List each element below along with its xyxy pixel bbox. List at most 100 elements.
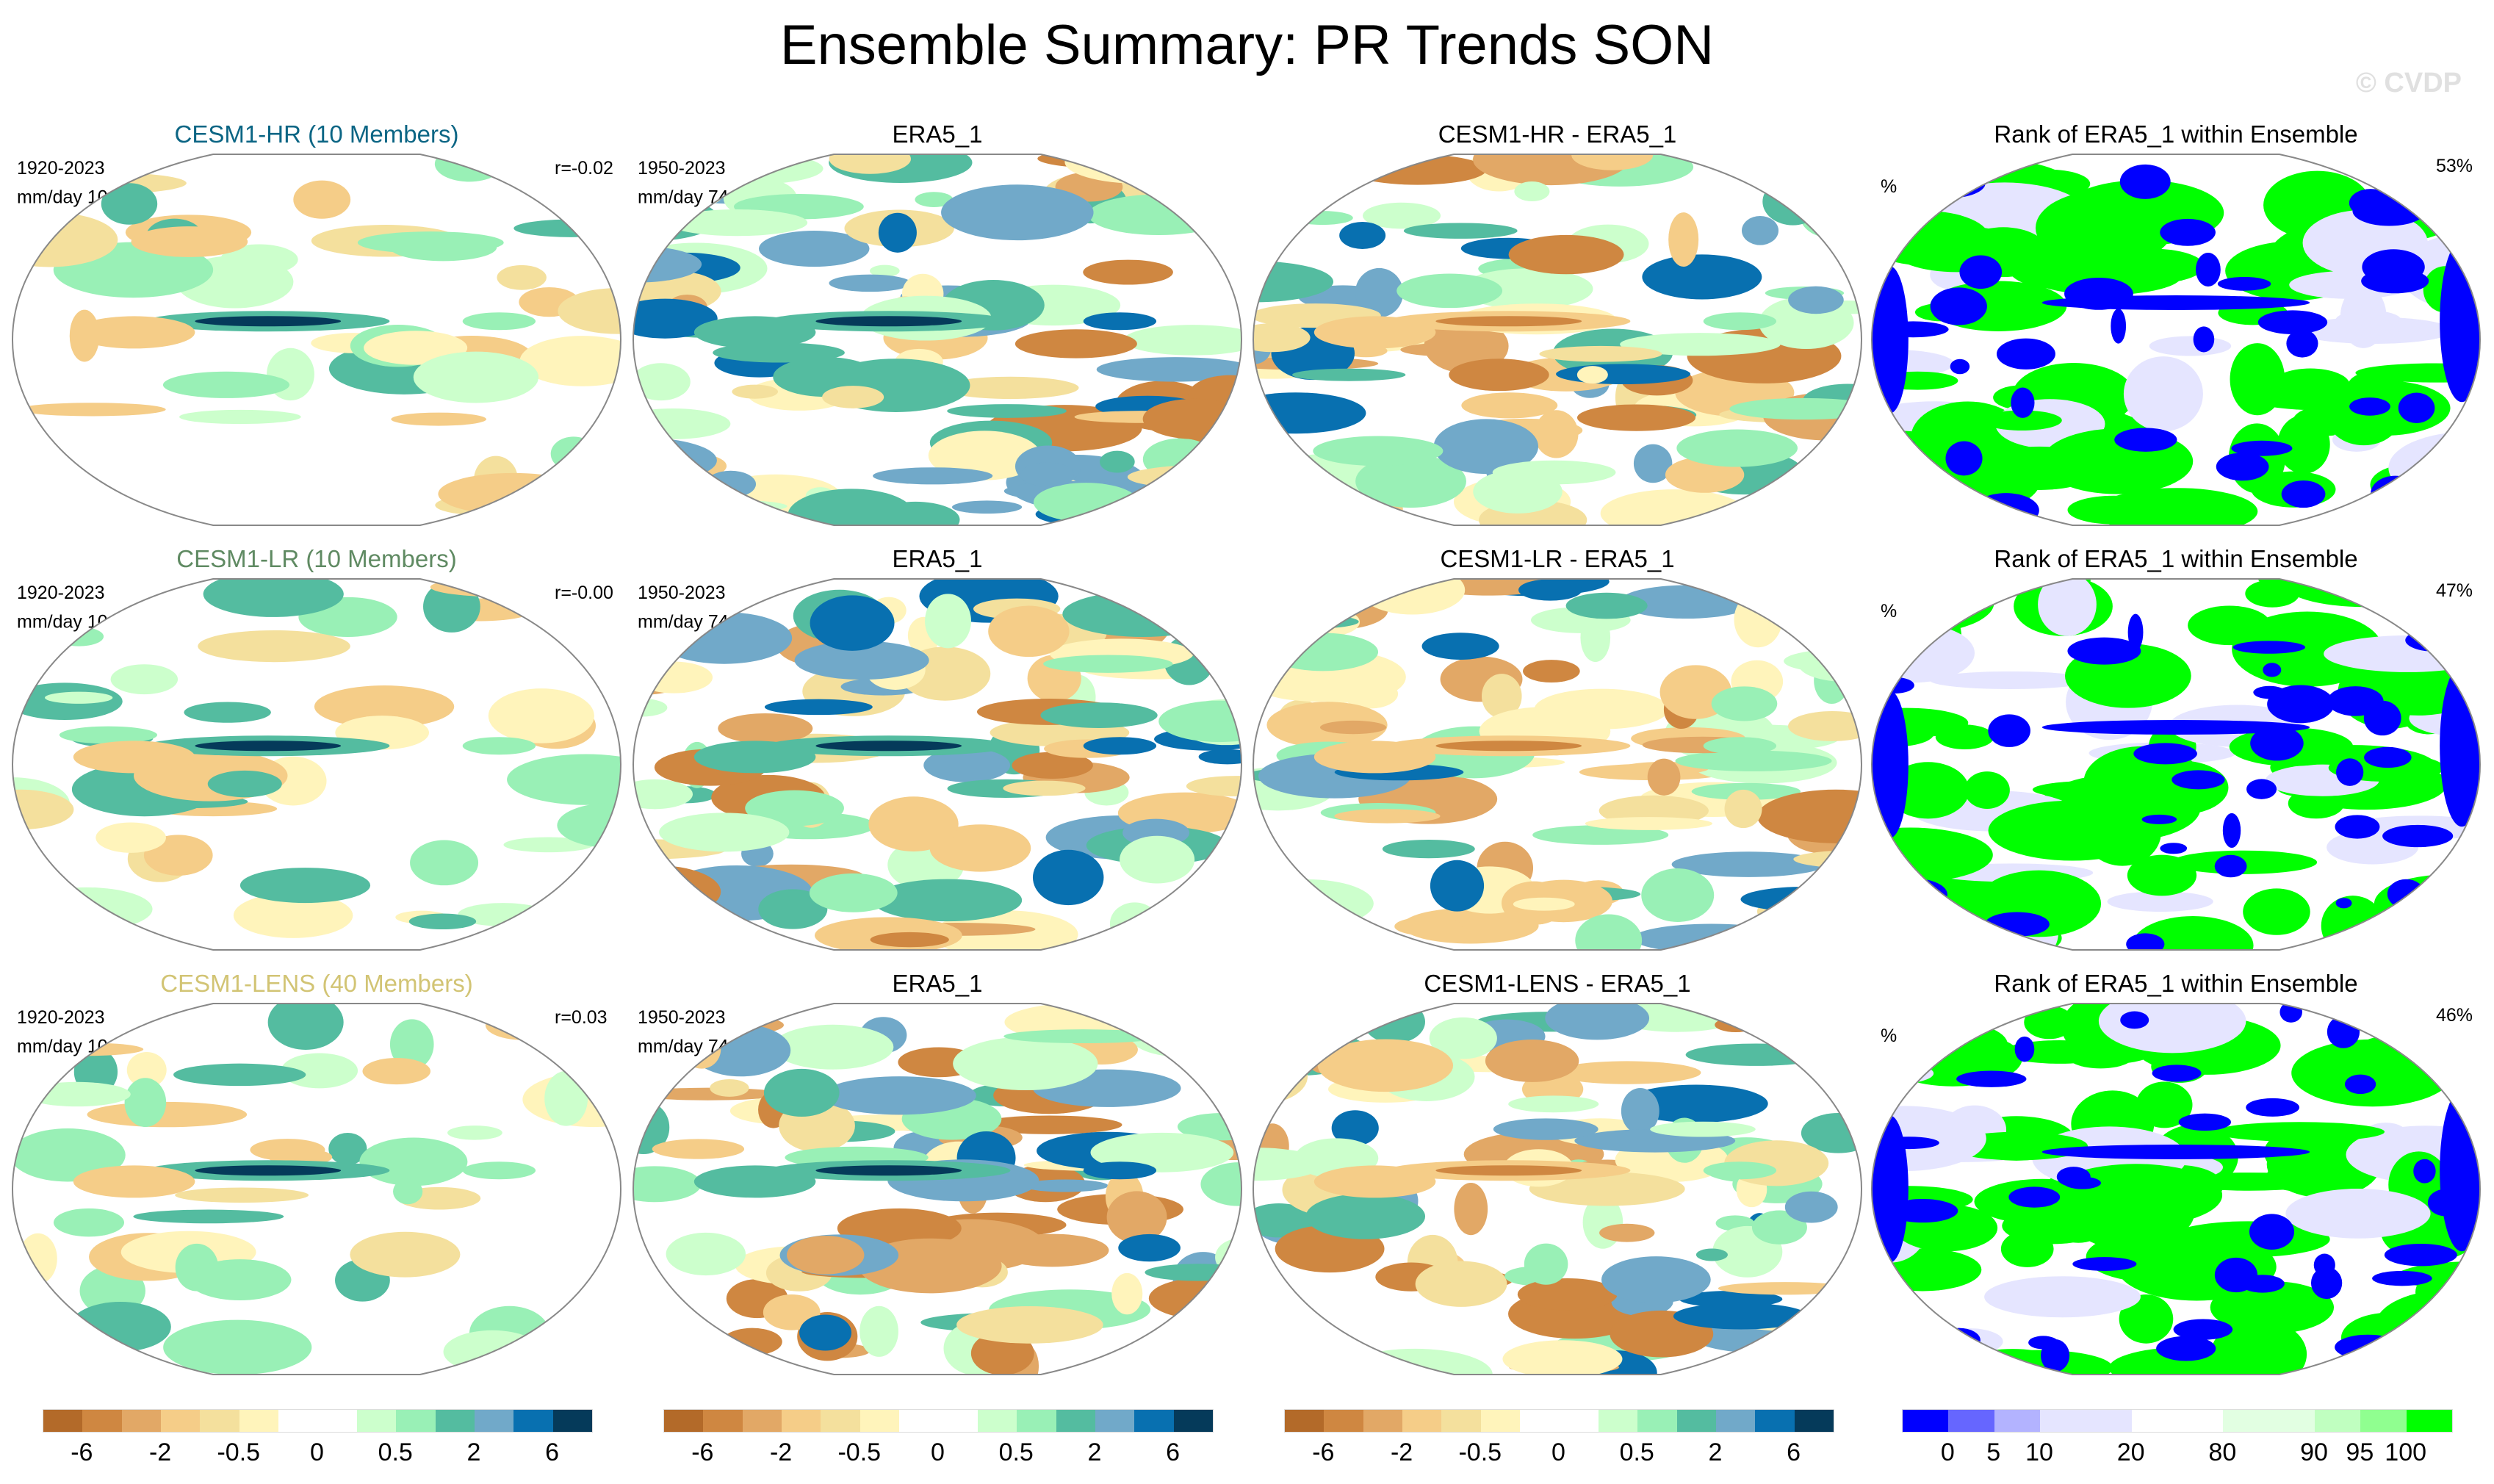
trend-patch bbox=[1083, 737, 1157, 755]
colorbar-swatch bbox=[82, 1410, 122, 1432]
trend-patch bbox=[1673, 1303, 1809, 1330]
trend-patch bbox=[1305, 1193, 1426, 1239]
trend-patch bbox=[357, 231, 504, 254]
trend-patch bbox=[350, 1231, 461, 1278]
trend-patch bbox=[1158, 700, 1241, 743]
colorbar-tick-label: 6 bbox=[545, 1438, 560, 1466]
trend-patch bbox=[1274, 591, 1388, 630]
trend-patch bbox=[462, 1161, 536, 1180]
trend-patch bbox=[389, 1019, 434, 1070]
trend-patch bbox=[131, 226, 248, 257]
trend-patch bbox=[1518, 579, 1582, 601]
model-map bbox=[11, 578, 622, 951]
trend-colorbar bbox=[663, 1409, 1214, 1433]
trend-patch bbox=[868, 796, 959, 852]
trend-patch bbox=[1788, 286, 1844, 314]
trend-patch bbox=[1421, 633, 1499, 660]
colorbar-swatch bbox=[121, 1410, 162, 1432]
panel-title-rank: Rank of ERA5_1 within Ensemble bbox=[1994, 120, 2358, 148]
rank-patch bbox=[2123, 356, 2203, 432]
trend-patch bbox=[1062, 591, 1223, 637]
rank-percent: 47% bbox=[2436, 580, 2473, 601]
colorbar-swatch bbox=[1903, 1410, 1949, 1432]
trend-patch bbox=[1435, 741, 1582, 752]
trend-patch bbox=[1111, 1272, 1143, 1315]
trend-patch bbox=[1313, 741, 1436, 774]
trend-patch bbox=[1266, 633, 1379, 671]
trend-patch bbox=[1100, 450, 1135, 473]
obs-map bbox=[632, 578, 1243, 951]
rank-unit-label: % bbox=[1881, 1026, 1897, 1046]
rank-patch bbox=[2041, 1145, 2310, 1159]
rank-patch bbox=[2243, 888, 2310, 935]
obs-map bbox=[632, 1003, 1243, 1375]
colorbar-swatch bbox=[1480, 1410, 1521, 1432]
trend-patch bbox=[73, 316, 195, 349]
map-outline bbox=[11, 578, 622, 951]
diff-map bbox=[1252, 578, 1863, 951]
rank-percent: 53% bbox=[2436, 156, 2473, 176]
rank-patch bbox=[1925, 1350, 1971, 1372]
trend-patch bbox=[488, 688, 594, 743]
trend-patch bbox=[1711, 686, 1778, 721]
trend-patch bbox=[633, 363, 691, 401]
trend-patch bbox=[1576, 404, 1696, 431]
colorbar-swatch bbox=[239, 1410, 279, 1432]
rank-map bbox=[1870, 1003, 2482, 1375]
period-label: 1950-2023 bbox=[638, 583, 726, 603]
rank-patch bbox=[1872, 623, 1975, 683]
colorbar-tick-label: 6 bbox=[1166, 1438, 1181, 1466]
figure-title: Ensemble Summary: PR Trends SON bbox=[779, 14, 1715, 76]
trend-patch bbox=[1096, 357, 1241, 382]
rank-patch bbox=[1930, 287, 1987, 325]
rank-patch bbox=[1872, 691, 1909, 838]
rank-patch bbox=[2114, 428, 2177, 452]
trend-patch bbox=[1534, 410, 1579, 458]
trend-patch bbox=[95, 822, 166, 853]
trend-patch bbox=[25, 1042, 144, 1056]
trend-patch bbox=[281, 1053, 358, 1089]
trend-patch bbox=[1514, 181, 1550, 202]
rank-patch bbox=[2415, 579, 2480, 619]
trend-patch bbox=[682, 1029, 721, 1069]
rank-patch bbox=[2141, 814, 2177, 824]
trend-patch bbox=[1576, 366, 1608, 384]
trend-patch bbox=[1532, 825, 1669, 845]
colorbar-swatch bbox=[2360, 1410, 2407, 1432]
trend-patch bbox=[1621, 1087, 1659, 1134]
rank-patch bbox=[2120, 1011, 2149, 1029]
rank-patch bbox=[2382, 824, 2454, 848]
colorbar-swatch bbox=[742, 1410, 782, 1432]
trend-patch bbox=[1773, 486, 1830, 525]
colorbar-swatch bbox=[2131, 1410, 2224, 1432]
colorbar-swatch bbox=[1363, 1410, 1403, 1432]
trend-patch bbox=[203, 579, 344, 617]
trend-patch bbox=[1171, 472, 1208, 517]
colorbar-tick-label: 0 bbox=[1940, 1438, 1955, 1466]
rank-patch bbox=[2231, 440, 2293, 456]
trend-patch bbox=[633, 1166, 702, 1203]
colorbar-swatch bbox=[317, 1410, 357, 1432]
colorbar-swatch bbox=[1598, 1410, 1638, 1432]
rank-patch bbox=[2193, 326, 2215, 353]
trend-patch bbox=[758, 889, 828, 929]
trend-patch bbox=[1355, 267, 1404, 318]
trend-patch bbox=[1319, 720, 1387, 735]
rank-patch bbox=[2439, 450, 2457, 464]
trend-patch bbox=[925, 594, 971, 649]
rank-patch bbox=[1872, 434, 1916, 457]
trend-patch bbox=[133, 1209, 284, 1224]
trend-patch bbox=[1724, 789, 1762, 829]
rank-patch bbox=[2041, 720, 2310, 735]
rank-patch bbox=[2111, 309, 2127, 344]
trend-patch bbox=[59, 726, 157, 744]
model-map bbox=[11, 1003, 622, 1375]
colorbar-tick-label: 0 bbox=[310, 1438, 324, 1466]
trend-patch bbox=[188, 1259, 292, 1300]
rank-patch bbox=[2160, 843, 2188, 854]
rank-patch bbox=[2349, 397, 2390, 416]
colorbar-tick-label: 2 bbox=[466, 1438, 481, 1466]
rank-patch bbox=[2404, 170, 2480, 222]
trend-patch bbox=[1633, 444, 1673, 483]
panel-title-obs: ERA5_1 bbox=[892, 970, 983, 997]
